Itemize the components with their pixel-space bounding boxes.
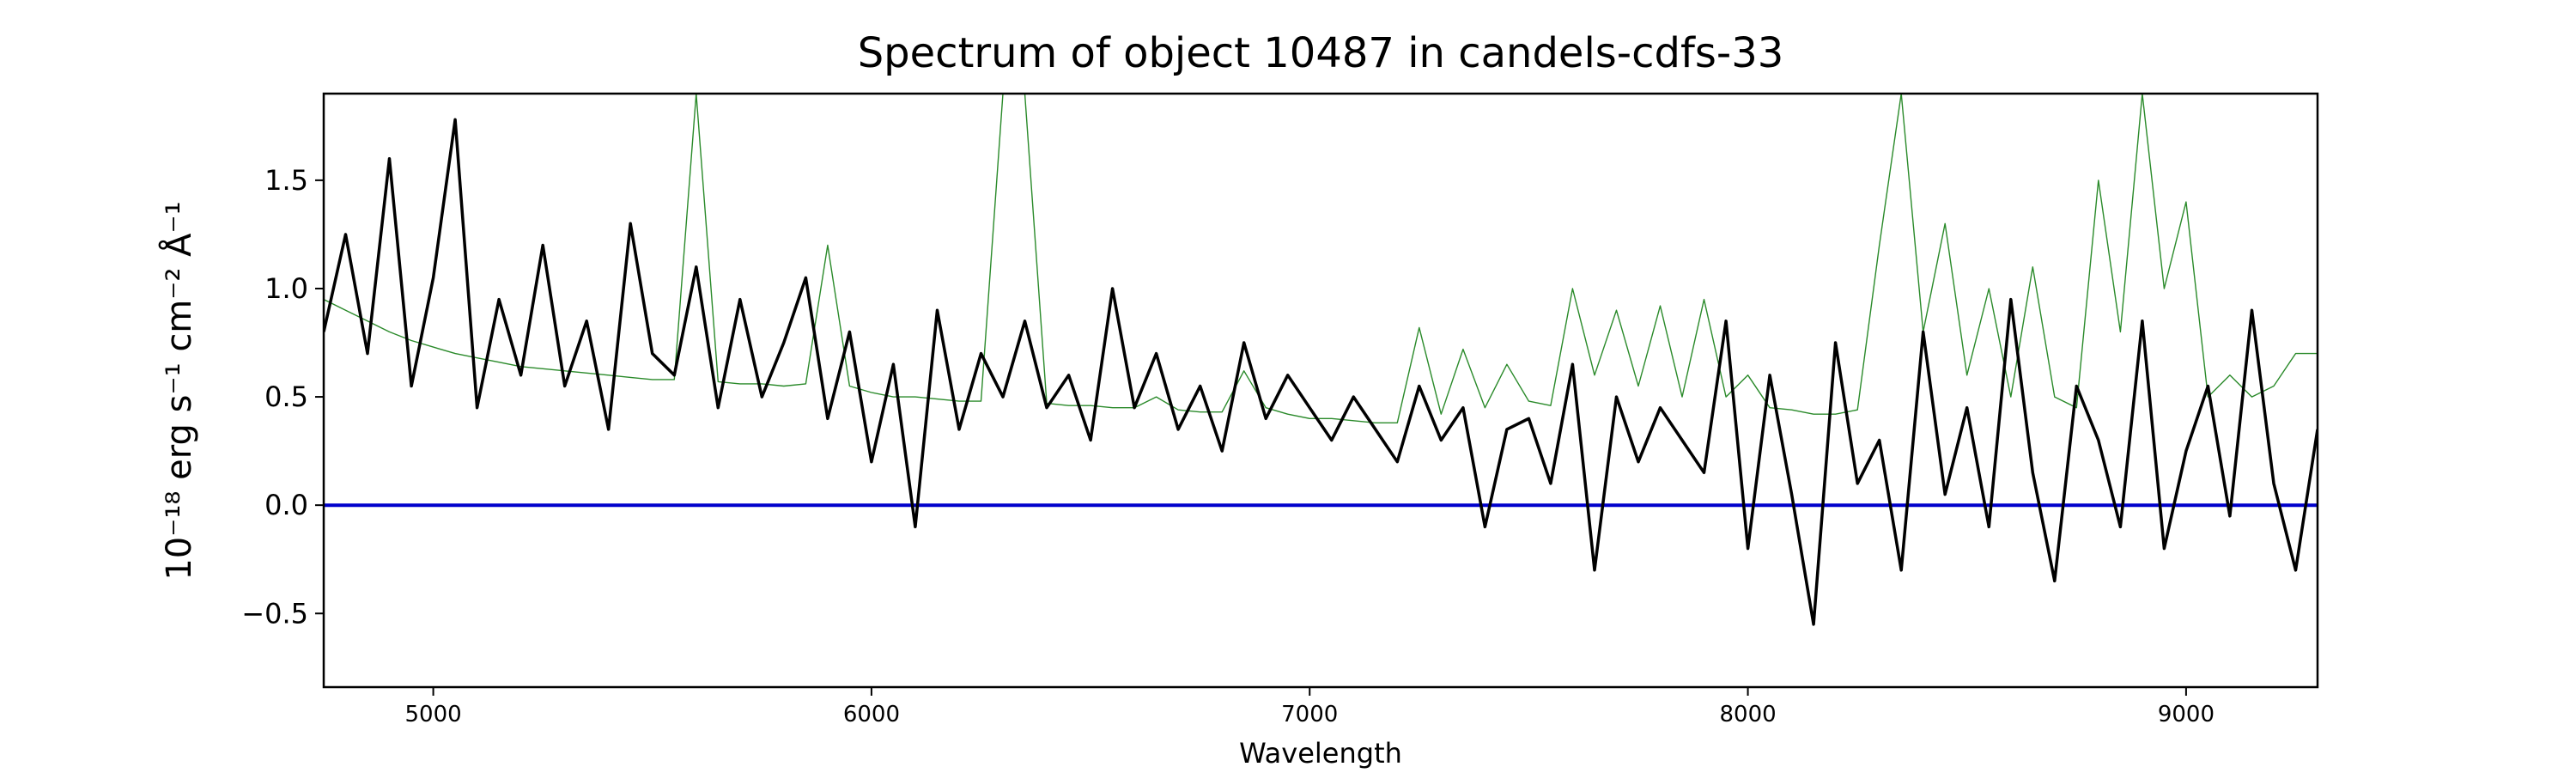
x-tick-label: 7000 (1281, 702, 1338, 727)
x-tick-label: 5000 (404, 702, 461, 727)
y-tick-label: 0.0 (264, 489, 308, 521)
x-axis-label: Wavelength (1239, 737, 1402, 770)
x-tick-label: 8000 (1719, 702, 1776, 727)
x-tick-label: 9000 (2158, 702, 2215, 727)
plot-frame (322, 92, 2319, 689)
y-tick-label: 1.5 (264, 164, 308, 197)
plot-area (324, 94, 2318, 626)
y-tick-label: 1.0 (264, 272, 308, 305)
y-tick-label: 0.5 (264, 380, 308, 413)
x-tick-label: 6000 (843, 702, 900, 727)
y-axis-label: 10⁻¹⁸ erg s⁻¹ cm⁻² Å⁻¹ (158, 201, 199, 580)
chart-title: Spectrum of object 10487 in candels-cdfs… (858, 29, 1784, 77)
series-line (324, 118, 2318, 626)
series-line (324, 94, 2318, 423)
y-tick-label: −0.5 (241, 597, 308, 630)
